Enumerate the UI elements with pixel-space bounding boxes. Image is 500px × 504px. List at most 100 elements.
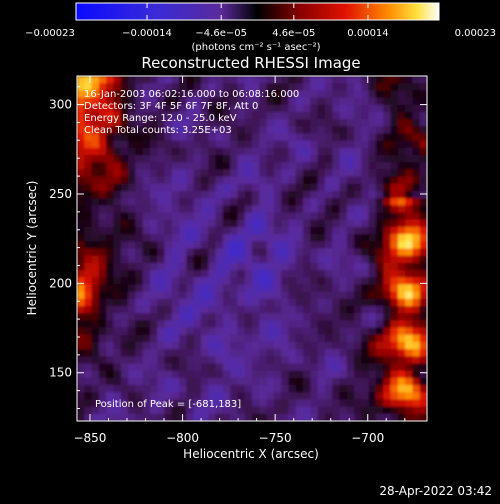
heatmap-cell: [237, 140, 246, 149]
heatmap-cell: [419, 262, 427, 271]
heatmap-cell: [200, 212, 209, 221]
heatmap-cell: [179, 234, 187, 242]
heatmap-cell: [281, 126, 290, 135]
heatmap-cell: [91, 111, 100, 120]
heatmap-cell: [390, 370, 399, 379]
heatmap-cell: [135, 147, 144, 156]
heatmap-cell: [259, 270, 268, 278]
heatmap-cell: [113, 255, 122, 264]
heatmap-cell: [120, 241, 129, 250]
heatmap-cell: [266, 413, 275, 421]
heatmap-cell: [317, 277, 326, 286]
heatmap-cell: [324, 341, 333, 350]
heatmap-cell: [266, 140, 275, 149]
heatmap-cell: [193, 327, 202, 336]
heatmap-cell: [324, 313, 333, 321]
heatmap-cell: [84, 111, 93, 120]
heatmap-cell: [244, 277, 253, 286]
heatmap-cell: [332, 83, 341, 91]
heatmap-cell: [303, 262, 311, 271]
heatmap-cell: [295, 248, 304, 257]
heatmap-cell: [324, 399, 333, 408]
heatmap-cell: [230, 97, 239, 106]
heatmap-cell: [317, 291, 326, 300]
colorbar-ticks: −0.00023 −0.00014 −4.6e−05 4.6e−05 0.00014 0.…: [25, 3, 496, 39]
heatmap-cell: [128, 399, 136, 408]
heatmap-cell: [128, 169, 136, 178]
heatmap-cell: [383, 363, 392, 372]
heatmap-cell: [142, 262, 151, 271]
heatmap-cell: [397, 306, 406, 314]
heatmap-cell: [113, 298, 122, 307]
heatmap-cell: [375, 363, 384, 372]
heatmap-cell: [324, 76, 333, 84]
heatmap-cell: [288, 298, 297, 307]
heatmap-cell: [288, 392, 297, 401]
heatmap-cell: [375, 262, 384, 271]
heatmap-cell: [244, 313, 253, 321]
heatmap-cell: [368, 140, 377, 149]
heatmap-cell: [295, 270, 304, 278]
heatmap-cell: [354, 83, 362, 91]
heatmap-cell: [128, 327, 136, 336]
heatmap-cell: [106, 147, 115, 156]
heatmap-cell: [317, 270, 326, 278]
heatmap-cell: [77, 313, 85, 321]
heatmap-cell: [266, 356, 275, 365]
heatmap-cell: [405, 169, 414, 178]
heatmap-cell: [113, 176, 122, 185]
heatmap-cell: [332, 219, 341, 228]
heatmap-cell: [266, 90, 275, 99]
heatmap-cell: [171, 277, 180, 286]
heatmap-cell: [128, 320, 136, 329]
annotation-energy-range: Energy Range: 12.0 - 25.0 keV: [84, 113, 237, 124]
heatmap-cell: [135, 183, 144, 192]
heatmap-cell: [186, 162, 195, 171]
heatmap-cell: [91, 104, 100, 113]
heatmap-cell: [346, 111, 355, 120]
heatmap-cell: [142, 111, 151, 120]
heatmap-cell: [98, 327, 107, 336]
heatmap-cell: [273, 226, 282, 235]
heatmap-cell: [412, 248, 421, 257]
heatmap-cell: [317, 413, 326, 421]
heatmap-cell: [149, 334, 158, 343]
heatmap-cell: [354, 155, 362, 163]
heatmap-cell: [128, 191, 136, 199]
colorbar-tick-label: 0.00014: [347, 28, 388, 39]
heatmap-cell: [149, 198, 158, 206]
heatmap-cell: [303, 147, 311, 156]
heatmap-cell: [193, 205, 202, 214]
heatmap-cell: [317, 320, 326, 329]
heatmap-cell: [281, 327, 290, 336]
heatmap-cell: [84, 234, 93, 242]
heatmap-cell: [128, 226, 136, 235]
heatmap-cell: [179, 277, 187, 286]
y-tick-label: 200: [49, 276, 72, 290]
heatmap-cell: [91, 262, 100, 271]
heatmap-cell: [77, 406, 85, 415]
heatmap-cell: [120, 119, 129, 127]
heatmap-cell: [179, 298, 187, 307]
heatmap-cell: [77, 392, 85, 401]
heatmap-cell: [412, 306, 421, 314]
heatmap-cell: [244, 234, 253, 242]
heatmap-cell: [120, 126, 129, 135]
heatmap-cell: [361, 320, 370, 329]
heatmap-cell: [179, 241, 187, 250]
heatmap-cell: [361, 104, 370, 113]
heatmap-cell: [142, 226, 151, 235]
heatmap-cell: [390, 76, 399, 84]
heatmap-cell: [266, 341, 275, 350]
heatmap-cell: [193, 262, 202, 271]
heatmap-cell: [84, 169, 93, 178]
heatmap-cell: [84, 385, 93, 393]
heatmap-cell: [84, 306, 93, 314]
heatmap-cell: [405, 277, 414, 286]
heatmap-cell: [237, 313, 246, 321]
heatmap-cell: [317, 155, 326, 163]
heatmap-cell: [397, 284, 406, 293]
heatmap-cell: [230, 76, 239, 84]
heatmap-cell: [368, 241, 377, 250]
heatmap-cell: [193, 284, 202, 293]
